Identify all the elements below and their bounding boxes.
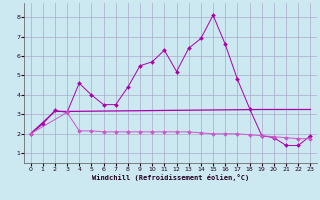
X-axis label: Windchill (Refroidissement éolien,°C): Windchill (Refroidissement éolien,°C) bbox=[92, 174, 249, 181]
